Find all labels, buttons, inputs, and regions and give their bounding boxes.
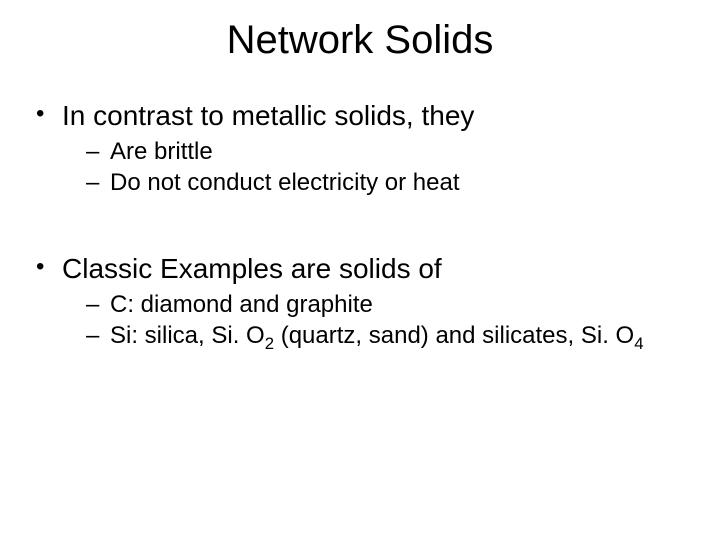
sub-bullet-item: Si: silica, Si. O2 (quartz, sand) and si… — [62, 321, 686, 350]
slide: Network Solids In contrast to metallic s… — [0, 0, 720, 540]
sub-bullet-text-prefix: Si: silica, Si. O — [110, 322, 265, 349]
bullet-item: Classic Examples are solids of C: diamon… — [34, 252, 686, 351]
bullet-item: In contrast to metallic solids, they Are… — [34, 99, 686, 198]
bullet-text: Classic Examples are solids of — [62, 253, 442, 284]
subscript: 4 — [634, 334, 643, 353]
sub-bullet-text: Are brittle — [110, 138, 213, 165]
sub-bullet-text: Do not conduct electricity or heat — [110, 169, 460, 196]
sub-bullet-item: C: diamond and graphite — [62, 290, 686, 319]
subscript: 2 — [265, 334, 274, 353]
slide-title: Network Solids — [0, 0, 720, 71]
bullet-list: In contrast to metallic solids, they Are… — [34, 99, 686, 350]
sub-bullet-list: Are brittle Do not conduct electricity o… — [62, 137, 686, 198]
bullet-text: In contrast to metallic solids, they — [62, 100, 474, 131]
sub-bullet-list: C: diamond and graphite Si: silica, Si. … — [62, 290, 686, 351]
slide-body: In contrast to metallic solids, they Are… — [0, 71, 720, 350]
sub-bullet-item: Do not conduct electricity or heat — [62, 168, 686, 197]
sub-bullet-text: C: diamond and graphite — [110, 291, 373, 318]
sub-bullet-item: Are brittle — [62, 137, 686, 166]
spacer — [34, 204, 686, 252]
sub-bullet-text-mid: (quartz, sand) and silicates, Si. O — [274, 322, 634, 349]
